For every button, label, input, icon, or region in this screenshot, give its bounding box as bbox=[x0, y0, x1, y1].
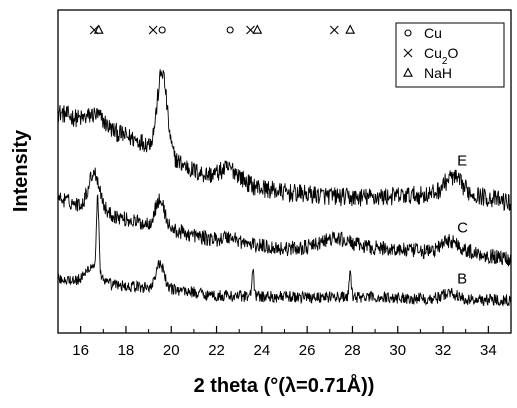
x-ticks: 16 18 20 22 24 26 28 30 32 34 bbox=[57, 326, 512, 359]
ref-marker-cross bbox=[329, 25, 339, 35]
x-tick-label: 20 bbox=[163, 342, 180, 359]
ref-marker-triangle bbox=[345, 24, 356, 34]
x-tick-label: 16 bbox=[72, 342, 89, 359]
series-line-C bbox=[57, 167, 512, 267]
traces bbox=[57, 69, 512, 307]
x-tick-label: 24 bbox=[254, 342, 271, 359]
legend-box bbox=[395, 22, 505, 88]
y-axis-title: Intensity bbox=[10, 129, 32, 212]
series-line-E bbox=[57, 69, 512, 211]
series-label-C: C bbox=[457, 220, 468, 237]
ref-marker-circle bbox=[158, 26, 166, 34]
x-tick-label: 32 bbox=[435, 342, 452, 359]
x-tick-label: 26 bbox=[299, 342, 316, 359]
ref-marker-triangle bbox=[252, 24, 263, 34]
legend-marker-cross bbox=[403, 48, 413, 58]
x-tick-label: 28 bbox=[344, 342, 361, 359]
series-line-B bbox=[57, 194, 512, 307]
x-tick-label: 34 bbox=[480, 342, 497, 359]
legend-marker-circle bbox=[404, 29, 412, 37]
ref-marker-triangle bbox=[93, 24, 104, 34]
legend-label: NaH bbox=[424, 65, 452, 81]
x-axis-title: 2 theta (°(λ=0.71Å)) bbox=[194, 373, 375, 397]
ref-marker-circle bbox=[226, 26, 234, 34]
legend-marker-triangle bbox=[403, 67, 413, 77]
x-tick-label: 30 bbox=[389, 342, 406, 359]
x-tick-label: 22 bbox=[208, 342, 225, 359]
trace-labels: E C B bbox=[457, 153, 468, 288]
series-label-B: B bbox=[457, 271, 467, 288]
legend-label: Cu bbox=[424, 25, 442, 41]
ref-marker-cross bbox=[148, 25, 158, 35]
x-tick-label: 18 bbox=[118, 342, 135, 359]
series-label-E: E bbox=[457, 153, 467, 170]
